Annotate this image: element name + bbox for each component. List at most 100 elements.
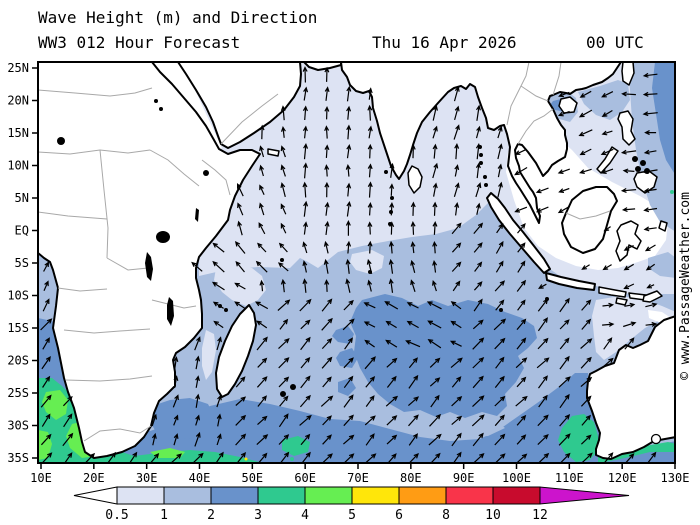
colorbar-segment <box>116 486 165 505</box>
model-run-label: WW3 012 Hour Forecast <box>38 33 241 52</box>
lon-label: 10E <box>30 471 52 485</box>
colorbar-tick-label: 1 <box>160 508 168 523</box>
lake-turkana <box>195 208 199 222</box>
sumba <box>615 297 628 306</box>
lon-label: 30E <box>136 471 158 485</box>
lat-label: 15N <box>7 126 29 140</box>
ocean-05-1m-eq-patch <box>350 250 384 274</box>
sri-lanka <box>407 165 423 194</box>
lake-tana <box>203 170 209 176</box>
colorbar-tick-label: 5 <box>348 508 356 523</box>
forecast-cycle: 00 UTC <box>586 33 644 52</box>
small-island <box>635 166 641 172</box>
ocean-2-3m-patch-b <box>336 348 358 368</box>
lon-label: 50E <box>241 471 263 485</box>
small-island <box>479 161 483 165</box>
lon-label: 120E <box>608 471 637 485</box>
socotra <box>267 148 280 157</box>
halmahera <box>658 220 668 232</box>
lon-label: 60E <box>294 471 316 485</box>
colorbar-under-arrow <box>73 486 118 505</box>
timor <box>642 290 663 303</box>
lat-label: 5S <box>15 256 29 270</box>
ocean-3-4m-sw-australia <box>558 414 598 462</box>
arabia <box>177 62 302 149</box>
lat-label: 10S <box>7 289 29 303</box>
small-island <box>224 308 228 312</box>
wave-direction-arrows-layer <box>40 66 658 463</box>
small-island <box>479 153 483 157</box>
colorbar-tick-label: 2 <box>207 508 215 523</box>
colorbar-tick-label: 4 <box>301 508 309 523</box>
taiwan <box>621 62 635 86</box>
australia <box>586 315 675 460</box>
colorbar-segment <box>351 486 400 505</box>
lon-label: 90E <box>453 471 475 485</box>
colorbar-tick-label: 0.5 <box>105 508 128 523</box>
nile-b <box>159 107 163 111</box>
small-island <box>280 258 284 262</box>
lat-label: 25S <box>7 386 29 400</box>
asia-mainland <box>340 62 622 224</box>
ocean-1-2m-gap-wedge <box>396 418 505 438</box>
ocean-3-4m-fleck-a <box>582 455 588 461</box>
ocean-2-3m-patch-c <box>338 378 356 396</box>
small-island <box>632 156 638 162</box>
lat-label: 10N <box>7 159 29 173</box>
map-frame <box>32 61 676 469</box>
small-island <box>280 391 286 397</box>
forecast-datetime: Thu 16 Apr 2026 <box>372 33 517 52</box>
colorbar-segment <box>210 486 259 505</box>
small-island <box>384 170 388 174</box>
colorbar-tick-label: 6 <box>395 508 403 523</box>
lat-label: 20S <box>7 354 29 368</box>
ocean-1-2m-banda <box>648 252 675 278</box>
ocean-05-1m-nw-madagascar <box>214 264 266 306</box>
lake-tanganyika <box>145 252 153 281</box>
page-title: Wave Height (m) and Direction <box>38 8 318 27</box>
country-borders-layer <box>38 62 611 442</box>
calm-center-marker <box>650 433 662 445</box>
colorbar-segment <box>445 486 494 505</box>
small-island <box>390 196 394 200</box>
lon-label: 40E <box>189 471 211 485</box>
ocean-4-5m-blob-d <box>150 448 185 458</box>
lake-chad <box>57 137 65 145</box>
lat-label: 15S <box>7 321 29 335</box>
java <box>545 272 596 291</box>
ocean-3-4m-fleck-c <box>670 190 674 194</box>
hainan <box>558 96 578 114</box>
lat-label: EQ <box>15 224 29 238</box>
lon-label: 130E <box>661 471 690 485</box>
colorbar-segment <box>398 486 447 505</box>
colorbar-tick-label: 3 <box>254 508 262 523</box>
nile-a <box>154 99 158 103</box>
ocean-2-3m-mozambique <box>148 398 214 440</box>
lon-label: 70E <box>347 471 369 485</box>
ocean-2-3m-pacific-edge <box>652 62 675 175</box>
lat-label: 20N <box>7 94 29 108</box>
ocean-05-1m-moz-sliver <box>202 330 216 380</box>
lat-label: 5N <box>15 191 29 205</box>
lon-label: 80E <box>400 471 422 485</box>
colorbar-tick-label: 10 <box>485 508 501 523</box>
wave-height-colorbar: 0.5 1 2 3 4 5 6 8 10 12 <box>73 486 630 523</box>
small-island <box>484 183 488 187</box>
lat-label: 30S <box>7 419 29 433</box>
sulawesi <box>615 220 642 262</box>
lake-malawi <box>167 297 174 326</box>
ocean-2-3m-central-blob <box>350 294 537 418</box>
colorbar-tick-label: 8 <box>442 508 450 523</box>
lake-victoria <box>156 231 170 243</box>
small-island <box>290 384 296 390</box>
colorbar-overflow-arrow <box>539 486 630 505</box>
lon-label: 20E <box>83 471 105 485</box>
palawan <box>596 146 619 174</box>
ocean-3-4m-fleck-b <box>290 457 294 461</box>
madagascar <box>215 304 257 398</box>
bali-chain <box>598 286 627 298</box>
small-island <box>499 308 503 312</box>
